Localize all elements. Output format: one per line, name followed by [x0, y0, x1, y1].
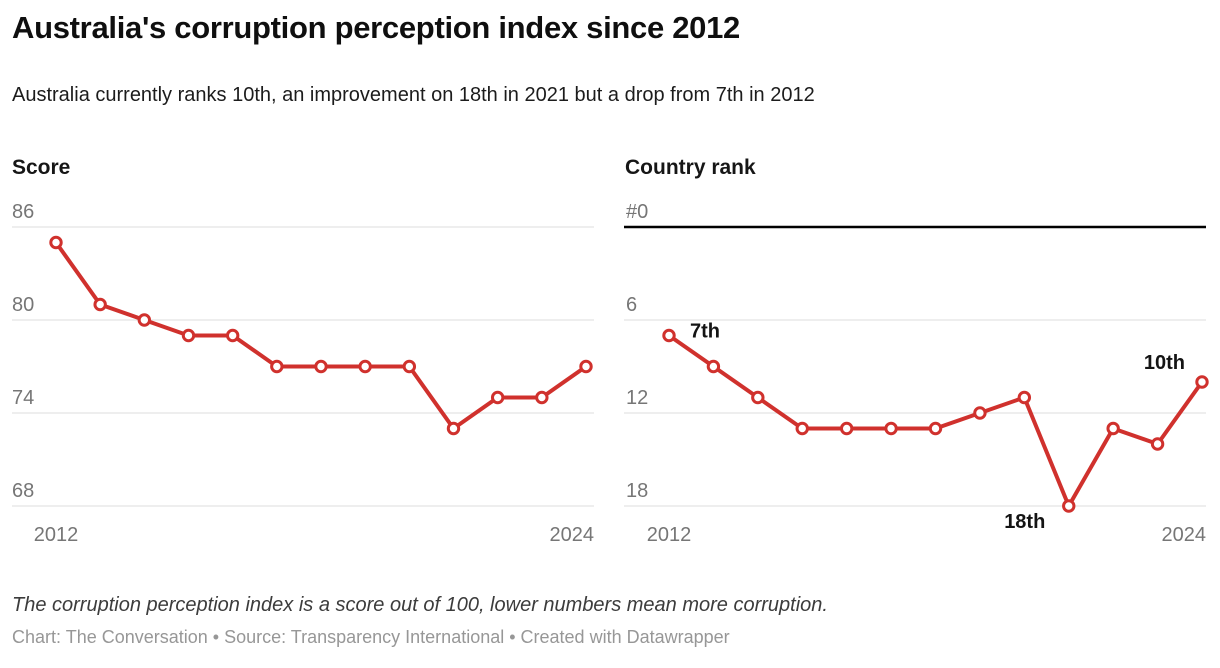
rank-data-point [928, 421, 943, 436]
score-y-tick-label: 68 [12, 480, 34, 502]
rank-data-point [1106, 421, 1120, 436]
score-y-tick-label: 80 [12, 294, 34, 316]
rank-data-point [706, 359, 721, 374]
score-data-point [446, 421, 461, 436]
score-data-point [93, 297, 107, 312]
rank-data-point [1062, 499, 1076, 513]
score-data-point [49, 235, 63, 250]
rank-data-point [751, 390, 765, 405]
rank-x-tick-label: 2024 [1162, 524, 1207, 546]
chart-subtitle: Australia currently ranks 10th, an impro… [12, 84, 815, 106]
score-panel-title: Score [12, 156, 71, 179]
rank-y-tick-label: #0 [626, 201, 648, 223]
score-data-line [54, 240, 588, 431]
chart-credits: Chart: The Conversation • Source: Transp… [12, 627, 730, 647]
score-y-tick-label: 74 [12, 387, 34, 409]
score-data-point [579, 359, 593, 374]
score-data-point [137, 313, 152, 327]
score-data-point [314, 359, 328, 374]
score-y-tick-label: 86 [12, 201, 34, 223]
score-data-point [535, 390, 549, 405]
rank-data-point [662, 328, 676, 343]
rank-data-point [1017, 390, 1032, 405]
rank-y-tick-label: 18 [626, 480, 648, 502]
chart-title: Australia's corruption perception index … [12, 10, 740, 45]
rank-annotation: 10th [1144, 352, 1185, 374]
score-data-point [225, 328, 240, 343]
rank-y-tick-label: 12 [626, 387, 648, 409]
rank-data-point [839, 421, 854, 436]
rank-y-tick-label: 6 [626, 294, 637, 316]
rank-data-point [884, 421, 898, 436]
score-data-point [358, 359, 372, 374]
score-data-point [270, 359, 284, 374]
score-x-tick-label: 2024 [550, 524, 595, 546]
rank-x-tick-label: 2012 [647, 524, 692, 546]
rank-panel-title: Country rank [625, 156, 756, 179]
score-data-point [402, 359, 417, 374]
score-x-tick-label: 2012 [34, 524, 79, 546]
chart-footnote: The corruption perception index is a sco… [12, 594, 828, 616]
rank-data-line [667, 333, 1204, 508]
rank-data-point [973, 406, 987, 420]
score-data-point [490, 390, 505, 405]
rank-annotation: 7th [690, 321, 720, 343]
score-data-point [181, 328, 196, 343]
rank-data-point [1150, 437, 1165, 451]
rank-annotation: 18th [1004, 511, 1045, 533]
rank-data-point [1195, 375, 1209, 389]
rank-data-point [795, 421, 809, 436]
